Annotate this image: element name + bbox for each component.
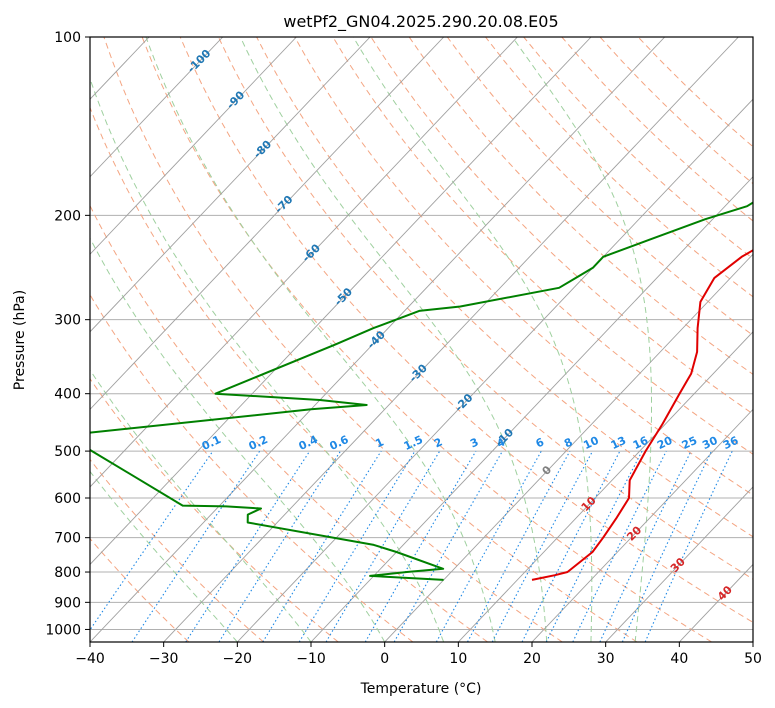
mixing-ratio-label: 13 — [609, 434, 628, 452]
moist-adiabat-line — [90, 77, 445, 642]
dry-adiabat-line — [446, 37, 753, 336]
y-tick-label: 900 — [54, 595, 81, 611]
moist-adiabat-line — [511, 37, 652, 642]
y-tick-label: 700 — [54, 531, 81, 547]
mixing-ratio-label: 20 — [655, 434, 675, 452]
mixing-ratio-line — [545, 450, 643, 642]
dry-adiabat-line — [217, 37, 753, 580]
mixing-ratio-line — [572, 450, 667, 642]
dry-adiabat-line — [90, 537, 190, 642]
mixing-ratio-label: 30 — [700, 434, 720, 452]
x-tick-label: −30 — [149, 651, 179, 667]
isotherm-line — [90, 37, 592, 566]
mixing-ratio-label: 16 — [631, 434, 651, 452]
isotherm-line — [163, 37, 739, 642]
moist-adiabat-line — [90, 470, 238, 642]
mixing-ratio-line — [298, 450, 416, 642]
y-tick-label: 600 — [54, 491, 81, 507]
y-tick-label: 300 — [54, 313, 81, 329]
plot-area — [90, 37, 753, 642]
mixing-ratio-line — [90, 450, 214, 631]
isotherm-line — [90, 37, 445, 411]
x-tick-label: 50 — [744, 651, 762, 667]
mixing-ratio-line — [467, 450, 571, 642]
mixing-ratio-line — [185, 450, 311, 642]
dry-adiabat-line — [408, 37, 753, 375]
moist-adiabat-line — [239, 37, 548, 642]
mixing-ratio-line — [435, 450, 542, 642]
x-axis: −40 −30 −20 −10 0 10 20 30 40 50 — [75, 642, 762, 667]
x-tick-label: −20 — [223, 651, 253, 667]
plot-layers: 0.1 0.2 0.4 0.6 1 1.5 2 3 4 6 8 10 13 16 20 25 30 36 -100… — [0, 37, 753, 642]
x-tick-label: 20 — [523, 651, 541, 667]
isotherm-line — [90, 37, 297, 255]
y-tick-label: 800 — [54, 565, 81, 581]
mixing-ratio-line — [644, 450, 733, 642]
isotherm-line — [90, 37, 666, 642]
dry-adiabat-line — [103, 37, 638, 642]
isotherm-line — [458, 331, 753, 642]
moist-adiabat-line — [145, 37, 496, 642]
dry-adiabat-line — [179, 37, 753, 623]
isotherm-line — [237, 98, 753, 642]
isotherm-line — [0, 37, 2, 642]
dry-adiabat-line — [90, 204, 488, 642]
isotherm-line — [90, 37, 371, 333]
x-tick-label: 0 — [380, 651, 389, 667]
dry-adiabat-line — [332, 37, 753, 455]
moist-adiabat-line — [352, 37, 593, 642]
dry-adiabats — [90, 37, 753, 642]
mixing-ratio-line — [393, 450, 503, 642]
mixing-ratio-label: 10 — [581, 434, 601, 452]
mixing-ratio-line — [262, 450, 382, 642]
mixing-ratio-line — [218, 450, 341, 642]
y-tick-label: 1000 — [45, 622, 81, 638]
y-tick-label: 400 — [54, 387, 81, 403]
moist-adiabat-line — [90, 237, 386, 642]
y-tick-label: 200 — [54, 208, 81, 224]
isotherm-line — [90, 37, 518, 488]
temperature-profile-line — [531, 249, 753, 581]
y-tick-label: 100 — [54, 30, 81, 46]
isotherm-line — [531, 408, 753, 642]
x-tick-label: 30 — [597, 651, 615, 667]
sounding-series — [90, 201, 753, 581]
mixing-ratio-line — [131, 450, 261, 642]
y-tick-label: 500 — [54, 444, 81, 460]
isotherm-line — [605, 486, 753, 642]
x-axis-title: Temperature (°C) — [360, 681, 482, 697]
isotherm-line — [310, 176, 753, 642]
dry-adiabat-line — [90, 458, 264, 642]
mixing-ratio-lines — [90, 450, 733, 642]
chart-title: wetPf2_GN04.2025.290.20.08.E05 — [283, 12, 558, 32]
x-tick-label: −10 — [296, 651, 326, 667]
mixing-ratio-label: 36 — [721, 434, 741, 452]
isotherm-line — [384, 253, 753, 642]
x-tick-label: 10 — [449, 651, 467, 667]
y-axis: 1000 900 800 700 600 500 400 300 200 100 — [45, 30, 90, 638]
dry-adiabat-line — [90, 106, 563, 642]
plot-frame — [89, 36, 754, 643]
y-axis-title: Pressure (hPa) — [12, 290, 28, 390]
dry-adiabat-line — [294, 37, 753, 496]
isotherm-line — [90, 37, 224, 178]
dry-adiabat-line — [370, 37, 753, 415]
mixing-ratio-label: 25 — [680, 434, 699, 452]
isotherm-line — [752, 641, 753, 642]
isotherms — [0, 37, 753, 642]
dewpoint-profile-line — [90, 201, 753, 581]
x-tick-label: 40 — [670, 651, 688, 667]
x-tick-label: −40 — [75, 651, 105, 667]
dry-adiabat-line — [141, 37, 712, 642]
